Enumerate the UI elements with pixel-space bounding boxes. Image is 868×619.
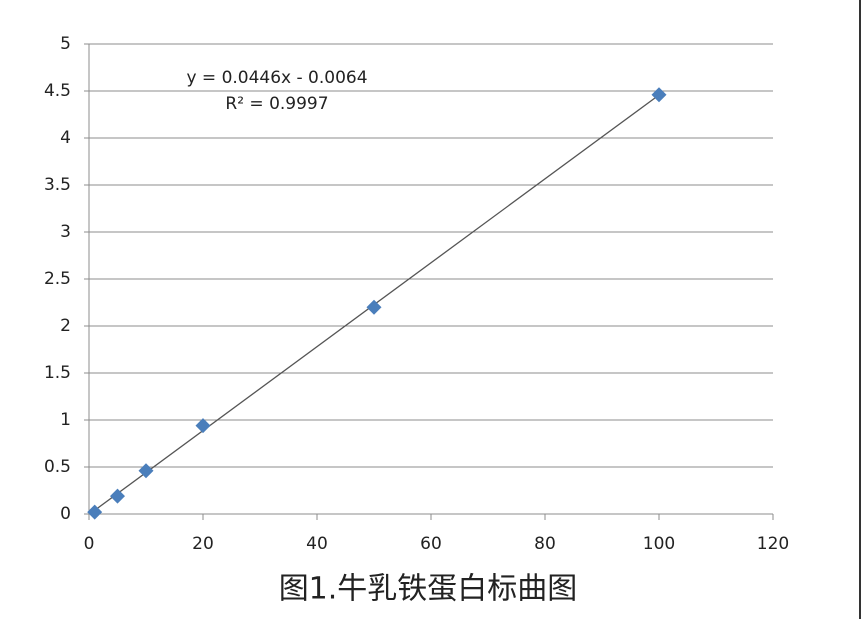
y-tick-label: 2.5: [44, 269, 71, 289]
x-tick-label: 20: [192, 534, 214, 554]
y-tick-label: 4: [60, 128, 71, 148]
point: [651, 87, 667, 103]
equation: y = 0.0446x - 0.0064: [186, 68, 367, 88]
chart-title: 图1.牛乳铁蛋白标曲图: [279, 572, 578, 607]
point: [138, 463, 154, 479]
y-tick-label: 0: [60, 504, 71, 524]
y-tick-label: 3.5: [44, 175, 71, 195]
point: [110, 488, 125, 504]
x-tick-label: 40: [306, 534, 328, 554]
y-tick-label: 4.5: [44, 81, 71, 101]
point: [87, 504, 103, 520]
r-squared: R² = 0.9997: [225, 94, 328, 114]
y-tick-label: 3: [60, 222, 71, 242]
y-tick-label: 5: [60, 34, 71, 54]
x-tick-label: 100: [643, 534, 675, 554]
x-tick-label: 0: [84, 534, 95, 554]
y-tick-label: 2: [60, 316, 71, 336]
point: [195, 418, 211, 434]
y-tick-label: 1.5: [44, 363, 71, 383]
y-tick-label: 1: [60, 410, 71, 430]
x-tick-label: 80: [534, 534, 556, 554]
y-tick-label: 0.5: [44, 457, 71, 477]
x-tick-label: 60: [420, 534, 442, 554]
point: [366, 299, 382, 315]
x-tick-label: 120: [757, 534, 789, 554]
